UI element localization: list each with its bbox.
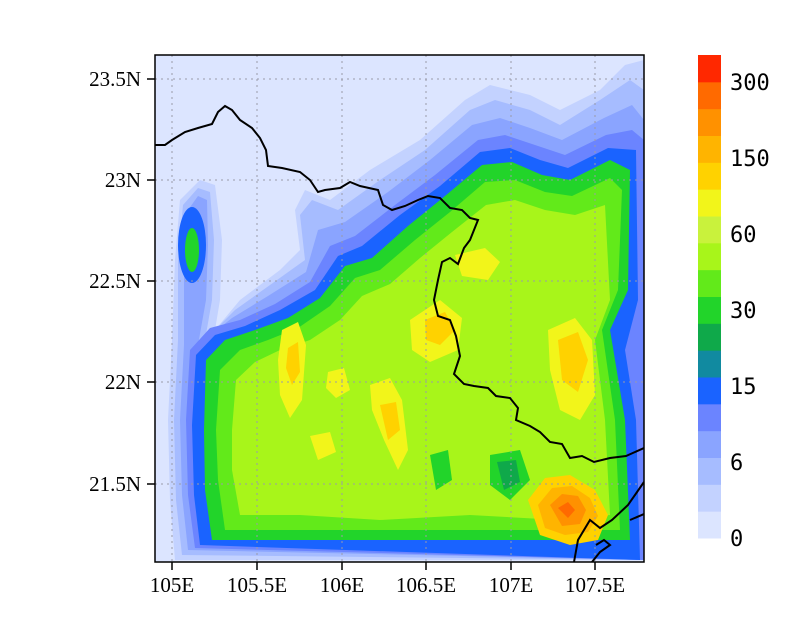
colorbar-swatch	[698, 457, 721, 485]
colorbar-swatch	[698, 350, 721, 378]
field-patch-orange-1	[286, 342, 300, 385]
colorbar-label: 300	[730, 71, 770, 96]
colorbar-swatch	[698, 55, 721, 83]
field-patch-yellow-5	[455, 248, 500, 280]
colorbar-swatch	[698, 216, 721, 244]
lon-tick-label: 106.5E	[396, 573, 456, 597]
lat-tick-label: 22N	[105, 370, 141, 394]
colorbar-swatch	[698, 323, 721, 351]
colorbar-label: 6	[730, 451, 743, 476]
lon-tick-label: 107.5E	[565, 573, 625, 597]
lat-tick-labels: 23.5N 23N 22.5N 22N 21.5N	[89, 67, 141, 496]
colorbar-swatch	[698, 81, 721, 110]
colorbar	[698, 55, 721, 539]
country-border-se3	[629, 513, 644, 521]
colorbar-label: 30	[730, 299, 757, 324]
field-hotspot-core	[558, 502, 575, 518]
lon-tick-label: 106E	[320, 573, 364, 597]
country-border	[155, 104, 644, 464]
field-patch-yellow-6	[326, 368, 350, 398]
country-border-se	[573, 481, 644, 562]
colorbar-swatch	[698, 484, 721, 512]
colorbar-swatch	[698, 430, 721, 458]
axis-ticks	[147, 78, 596, 570]
plot-frame	[154, 54, 645, 563]
colorbar-labels: 0 6 15 30 60 150 300	[730, 71, 770, 552]
colorbar-label: 15	[730, 375, 757, 400]
field-island-green	[185, 228, 199, 272]
lon-tick-labels: 105E 105.5E 106E 106.5E 107E 107.5E	[150, 573, 625, 597]
lat-tick-label: 23.5N	[89, 67, 141, 91]
colorbar-swatch	[698, 108, 721, 136]
lon-tick-label: 105.5E	[227, 573, 287, 597]
colorbar-swatch	[698, 403, 721, 432]
lon-tick-label: 105E	[150, 573, 194, 597]
colorbar-swatch	[698, 377, 721, 405]
field-patch-orange-2	[425, 312, 455, 345]
colorbar-label: 60	[730, 223, 757, 248]
colorbar-label: 0	[730, 527, 743, 552]
field-patch-yellow-7	[310, 432, 336, 460]
field-blotch-3	[497, 460, 520, 490]
colorbar-swatch	[698, 511, 721, 539]
country-border-se2	[591, 538, 612, 562]
field-patch-orange-3	[558, 332, 588, 392]
lat-tick-label: 23N	[105, 168, 141, 192]
colorbar-swatch	[698, 242, 721, 271]
colorbar-swatch	[698, 135, 721, 163]
map-plot-area	[155, 55, 644, 562]
field-patch-orange-4	[380, 402, 400, 440]
lon-tick-label: 107E	[489, 573, 533, 597]
colorbar-swatch	[698, 162, 721, 190]
field-blotch-2	[430, 450, 452, 490]
lat-tick-label: 21.5N	[89, 472, 141, 496]
colorbar-swatch	[698, 269, 721, 297]
colorbar-swatch	[698, 296, 721, 324]
colorbar-label: 150	[730, 147, 770, 172]
lat-tick-label: 22.5N	[89, 269, 141, 293]
colorbar-swatch	[698, 189, 721, 217]
